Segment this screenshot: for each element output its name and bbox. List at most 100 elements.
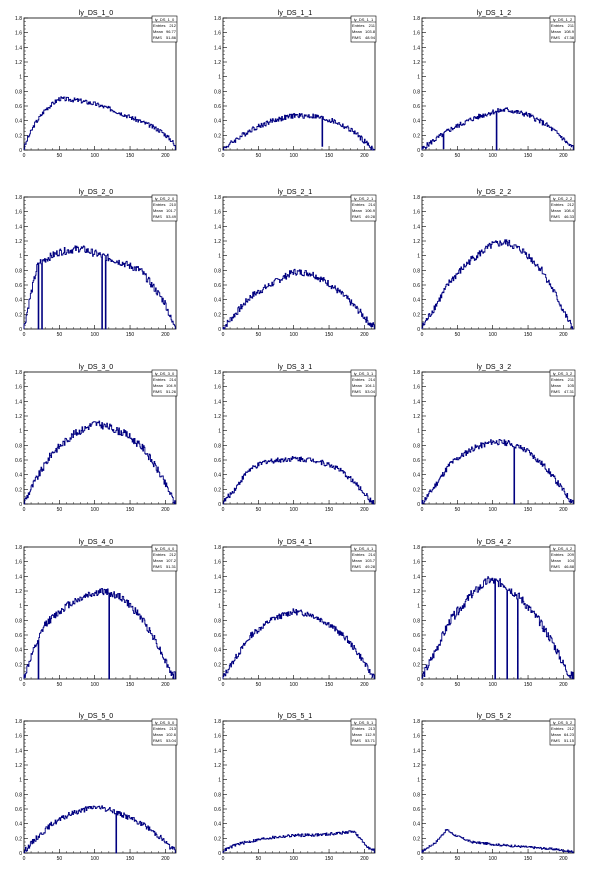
x-tick-label: 150	[126, 332, 135, 338]
stats-rms-value: 46.33	[564, 214, 575, 219]
stats-entries-label: Entries	[551, 552, 563, 557]
y-tick-label: 0.2	[15, 836, 22, 842]
histogram-panel: ly_DS_2_2 0 0.2 0.4 0.6 0.8 1 1.2 1.4 1.6 1.8 0 50 10…	[413, 189, 576, 338]
y-tick-label: 0.4	[413, 648, 420, 654]
panel-title: ly_DS_1_1	[278, 10, 312, 17]
x-tick-label: 100	[489, 856, 498, 862]
y-tick-label: 0.8	[15, 268, 22, 274]
y-tick-label: 1	[19, 75, 22, 81]
stats-name: ly_DS_3_2	[553, 371, 573, 376]
y-tick-label: 0.2	[15, 487, 22, 493]
stats-mean-label: Mean	[352, 208, 362, 213]
panel-title: ly_DS_5_1	[278, 713, 312, 720]
y-tick-label: 0	[218, 502, 221, 508]
y-tick-label: 0	[218, 677, 221, 683]
y-tick-label: 1.2	[15, 414, 22, 420]
x-tick-label: 100	[290, 332, 299, 338]
y-tick-label: 0.4	[15, 473, 22, 479]
histogram-panel: ly_DS_1_0 0 0.2 0.4 0.6 0.8 1 1.2 1.4 1.6 1.8 0 50 10…	[15, 10, 178, 159]
y-tick-label: 0	[19, 502, 22, 508]
y-tick-label: 1.2	[214, 239, 221, 245]
y-tick-label: 1	[417, 429, 420, 435]
y-tick-label: 0.4	[15, 298, 22, 304]
y-tick-label: 0.6	[15, 104, 22, 110]
stats-entries-value: 212	[169, 23, 176, 28]
y-tick-label: 1.2	[413, 589, 420, 595]
y-tick-label: 1.6	[214, 560, 221, 566]
stats-rms-value: 49.28	[365, 214, 376, 219]
y-tick-label: 1	[218, 75, 221, 81]
y-tick-label: 0.6	[214, 807, 221, 813]
y-tick-label: 1.2	[15, 60, 22, 66]
stats-entries-label: Entries	[551, 23, 563, 28]
y-tick-label: 1.2	[15, 589, 22, 595]
histogram-series	[23, 245, 176, 330]
stats-name: ly_DS_2_2	[553, 196, 573, 201]
y-tick-label: 1.6	[214, 734, 221, 740]
y-tick-label: 1.2	[15, 239, 22, 245]
panel-title: ly_DS_4_2	[477, 539, 511, 546]
y-tick-label: 0.8	[214, 268, 221, 274]
stats-entries-value: 213	[169, 726, 176, 731]
y-tick-label: 0.8	[413, 89, 420, 95]
y-tick-label: 1.4	[214, 224, 221, 230]
y-tick-label: 1.8	[15, 545, 22, 551]
panel-title: ly_DS_2_2	[477, 189, 511, 196]
y-tick-label: 1.6	[413, 210, 420, 216]
y-tick-label: 0.8	[214, 792, 221, 798]
stats-rms-value: 47.31	[564, 389, 575, 394]
y-tick-label: 0.8	[413, 618, 420, 624]
y-tick-label: 1.4	[214, 399, 221, 405]
stats-name: ly_DS_1_1	[354, 17, 374, 22]
y-tick-label: 1.4	[15, 224, 22, 230]
stats-mean-value: 103.7	[365, 558, 376, 563]
stats-rms-label: RMS	[551, 35, 560, 40]
histogram-series	[222, 268, 375, 330]
y-tick-label: 0	[417, 677, 420, 683]
y-tick-label: 1.4	[214, 574, 221, 580]
x-tick-label: 200	[559, 682, 568, 688]
y-tick-label: 0.4	[413, 119, 420, 125]
y-tick-label: 0.4	[15, 822, 22, 828]
x-tick-label: 200	[559, 507, 568, 513]
stats-box-frame	[549, 718, 576, 746]
y-tick-label: 1.6	[214, 210, 221, 216]
histogram-panel: ly_DS_3_2 0 0.2 0.4 0.6 0.8 1 1.2 1.4 1.6 1.8 0 50 10…	[413, 364, 576, 513]
stats-mean-label: Mean	[153, 29, 163, 34]
y-tick-label: 0.6	[15, 458, 22, 464]
y-tick-label: 0.4	[15, 119, 22, 125]
stats-box-frame	[350, 718, 377, 746]
y-tick-label: 1.2	[15, 763, 22, 769]
stats-rms-value: 51.86	[166, 35, 177, 40]
stats-entries-label: Entries	[352, 377, 364, 382]
stats-rms-label: RMS	[153, 214, 162, 219]
y-tick-label: 0.8	[413, 268, 420, 274]
x-tick-label: 150	[325, 332, 334, 338]
stats-mean-value: 107.2	[166, 558, 177, 563]
x-tick-label: 0	[23, 507, 26, 513]
y-tick-label: 0.4	[413, 473, 420, 479]
stats-name: ly_DS_1_2	[553, 17, 573, 22]
x-tick-label: 100	[489, 507, 498, 513]
panel-title: ly_DS_3_2	[477, 364, 511, 371]
histogram-series	[23, 96, 176, 151]
stats-name: ly_DS_5_1	[354, 720, 374, 725]
y-tick-label: 0.6	[413, 633, 420, 639]
stats-mean-label: Mean	[551, 29, 561, 34]
stats-entries-value: 213	[368, 726, 375, 731]
y-tick-label: 1.2	[214, 763, 221, 769]
stats-rms-value: 53.04	[365, 389, 376, 394]
stats-rms-label: RMS	[153, 738, 162, 743]
stats-mean-label: Mean	[153, 732, 163, 737]
y-tick-label: 0	[417, 851, 420, 857]
stats-box-frame	[549, 194, 576, 222]
x-tick-label: 0	[23, 682, 26, 688]
x-tick-label: 100	[91, 682, 100, 688]
x-tick-label: 0	[421, 153, 424, 159]
x-tick-label: 150	[524, 153, 533, 159]
x-tick-label: 200	[161, 507, 170, 513]
histogram-series	[23, 588, 176, 680]
